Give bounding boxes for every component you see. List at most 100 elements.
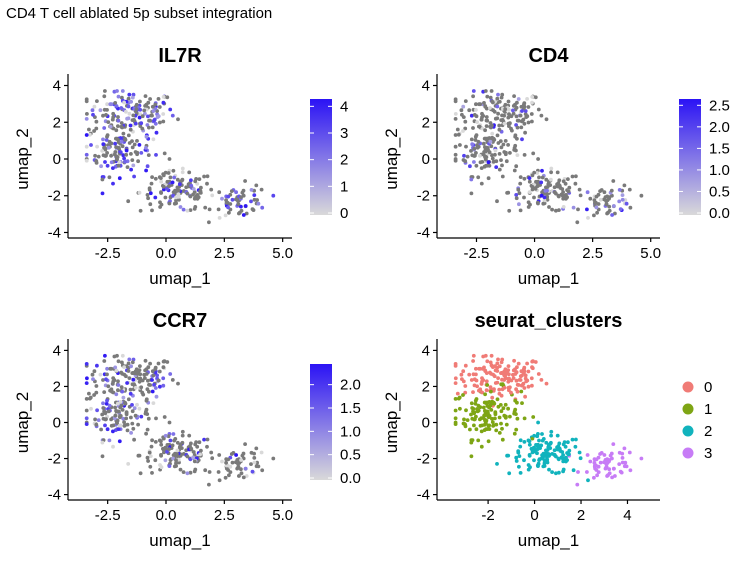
cell-point [529,376,534,381]
cell-point [105,427,110,432]
cell-point [161,436,166,441]
cell-point [555,433,560,438]
cell-point [223,475,228,480]
y-tick-label: 2 [53,378,61,395]
cell-point [94,126,99,131]
cell-point [488,360,493,365]
cell-point [567,185,572,190]
cell-point [469,177,474,182]
cell-point [250,469,255,474]
cell-point [185,208,190,213]
cell-point [243,179,248,183]
cell-point [499,145,504,150]
cell-point [126,462,131,466]
cell-point [462,153,466,158]
cell-point [132,174,137,179]
y-tick-label: -4 [48,224,61,241]
cell-point [507,107,511,112]
cell-point [132,437,137,442]
cell-point [497,391,502,396]
cell-point [473,401,478,406]
cell-point [471,89,476,93]
cell-point [488,403,493,408]
cell-point [508,121,512,126]
cell-point [483,368,488,373]
cell-point [159,190,163,195]
cell-point [556,194,561,199]
cell-point [617,199,622,204]
cell-point [113,141,117,146]
cell-point [105,163,110,168]
cell-point [540,432,544,436]
cell-point [455,127,460,132]
cell-point [610,213,614,217]
cell-point [542,195,547,200]
cell-point [460,112,464,117]
cell-point [143,94,148,98]
cell-point [496,111,500,116]
page-title: CD4 T cell ablated 5p subset integration [6,5,273,22]
cell-point [153,195,158,200]
x-tick-label: -2 [481,507,494,524]
cell-point [518,175,523,180]
cell-point [502,413,507,418]
colorbar-label: 1.0 [709,162,730,179]
cell-point [539,113,544,118]
cell-point [512,146,517,150]
cell-point [498,139,503,144]
cell-point [259,187,264,192]
cell-point [532,433,537,438]
cell-point [163,195,168,200]
cell-point [456,396,461,401]
cell-point [469,412,473,417]
cell-point [150,113,154,118]
cell-point [471,353,476,358]
cell-point [493,381,498,385]
cell-point [150,438,155,443]
cell-point [605,211,609,216]
cell-point [95,144,99,149]
cell-point [515,416,520,421]
cell-point [145,193,150,197]
cell-point [118,150,123,155]
cell-point [544,381,549,386]
cell-point [111,444,115,449]
cell-point [180,429,185,434]
cell-point [504,159,509,164]
cell-point [161,383,166,388]
cell-point [166,434,171,439]
cell-point [115,89,119,93]
cell-point [95,99,99,103]
cell-point [159,179,164,184]
cell-point [518,181,523,186]
cell-point [482,413,486,418]
cell-point [463,99,468,103]
cell-point [217,216,222,220]
cell-point [453,376,458,381]
cell-point [249,199,253,204]
cell-point [463,422,468,427]
cell-point [167,201,172,206]
cell-point [478,153,482,158]
colorbar-label: 2.5 [709,97,730,114]
x-tick-label: -2.5 [464,245,490,262]
cell-point [103,410,108,415]
cell-point [142,108,147,113]
cell-point [530,447,535,452]
cell-point [193,205,198,209]
cell-point [566,177,570,182]
cell-point [535,171,540,175]
legend-swatch [682,381,694,393]
cell-point [98,108,103,113]
cell-point [84,397,89,401]
cell-point [116,401,120,406]
cell-point [120,360,124,365]
cell-point [484,388,489,393]
cell-point [174,195,178,200]
cell-point [460,377,464,381]
cell-point [465,418,470,422]
cell-point [497,387,502,392]
cell-point [150,389,155,394]
cell-point [598,460,603,465]
